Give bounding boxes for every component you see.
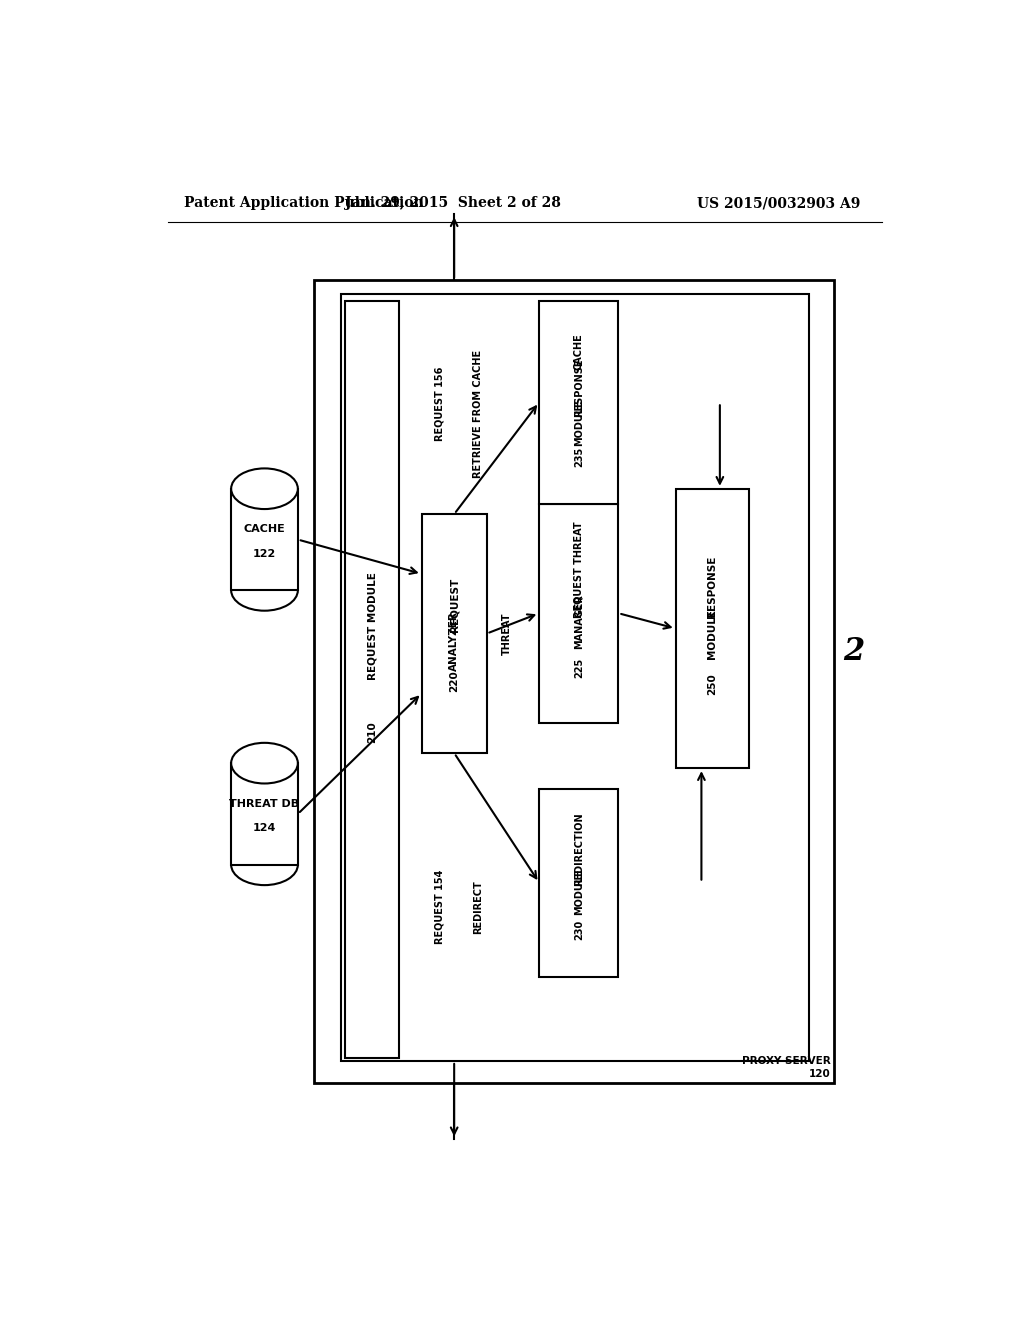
Bar — [539, 301, 618, 504]
Text: REQUEST THREAT: REQUEST THREAT — [573, 521, 584, 618]
Text: 124: 124 — [253, 824, 276, 833]
Text: RESPONSE: RESPONSE — [708, 556, 718, 618]
Bar — [341, 293, 809, 1061]
Text: 235: 235 — [573, 447, 584, 467]
Text: MODULE: MODULE — [573, 869, 584, 915]
Text: PROXY SERVER: PROXY SERVER — [741, 1056, 830, 1067]
Text: REQUEST MODULE: REQUEST MODULE — [368, 573, 378, 680]
Text: 220: 220 — [450, 671, 459, 692]
Text: Jan. 29, 2015  Sheet 2 of 28: Jan. 29, 2015 Sheet 2 of 28 — [345, 197, 561, 210]
Text: 225: 225 — [573, 657, 584, 678]
Bar — [314, 280, 835, 1084]
Text: Patent Application Publication: Patent Application Publication — [183, 197, 423, 210]
Bar — [422, 515, 486, 752]
Text: MANAGER: MANAGER — [573, 594, 584, 649]
Text: MODULE: MODULE — [573, 400, 584, 446]
Text: 122: 122 — [253, 549, 276, 558]
Text: ANALYZER: ANALYZER — [450, 611, 459, 671]
Text: MODULE: MODULE — [708, 609, 718, 659]
Text: THREAT: THREAT — [502, 612, 512, 655]
Text: CACHE: CACHE — [244, 524, 286, 535]
Text: 210: 210 — [368, 722, 378, 743]
Bar — [539, 788, 618, 977]
Bar — [676, 488, 750, 768]
Text: US 2015/0032903 A9: US 2015/0032903 A9 — [697, 197, 860, 210]
Text: REQUEST 154: REQUEST 154 — [435, 870, 444, 944]
Text: REDIRECT: REDIRECT — [473, 880, 483, 933]
Text: REQUEST: REQUEST — [450, 578, 459, 632]
Bar — [345, 301, 399, 1057]
Bar — [231, 763, 298, 865]
Bar — [231, 488, 298, 590]
Text: REDIRECTION: REDIRECTION — [573, 812, 584, 886]
Ellipse shape — [231, 743, 298, 784]
Text: RETRIEVE FROM CACHE: RETRIEVE FROM CACHE — [473, 350, 483, 478]
Ellipse shape — [231, 469, 298, 510]
Text: THREAT DB: THREAT DB — [229, 799, 300, 809]
Text: FIG. 2: FIG. 2 — [763, 636, 866, 667]
Text: RESPONSE: RESPONSE — [573, 359, 584, 417]
Text: CACHE: CACHE — [573, 333, 584, 370]
Bar — [539, 504, 618, 722]
Text: 230: 230 — [573, 920, 584, 940]
Text: 250: 250 — [708, 673, 718, 696]
Text: REQUEST 156: REQUEST 156 — [435, 367, 444, 441]
Text: 120: 120 — [809, 1069, 830, 1080]
